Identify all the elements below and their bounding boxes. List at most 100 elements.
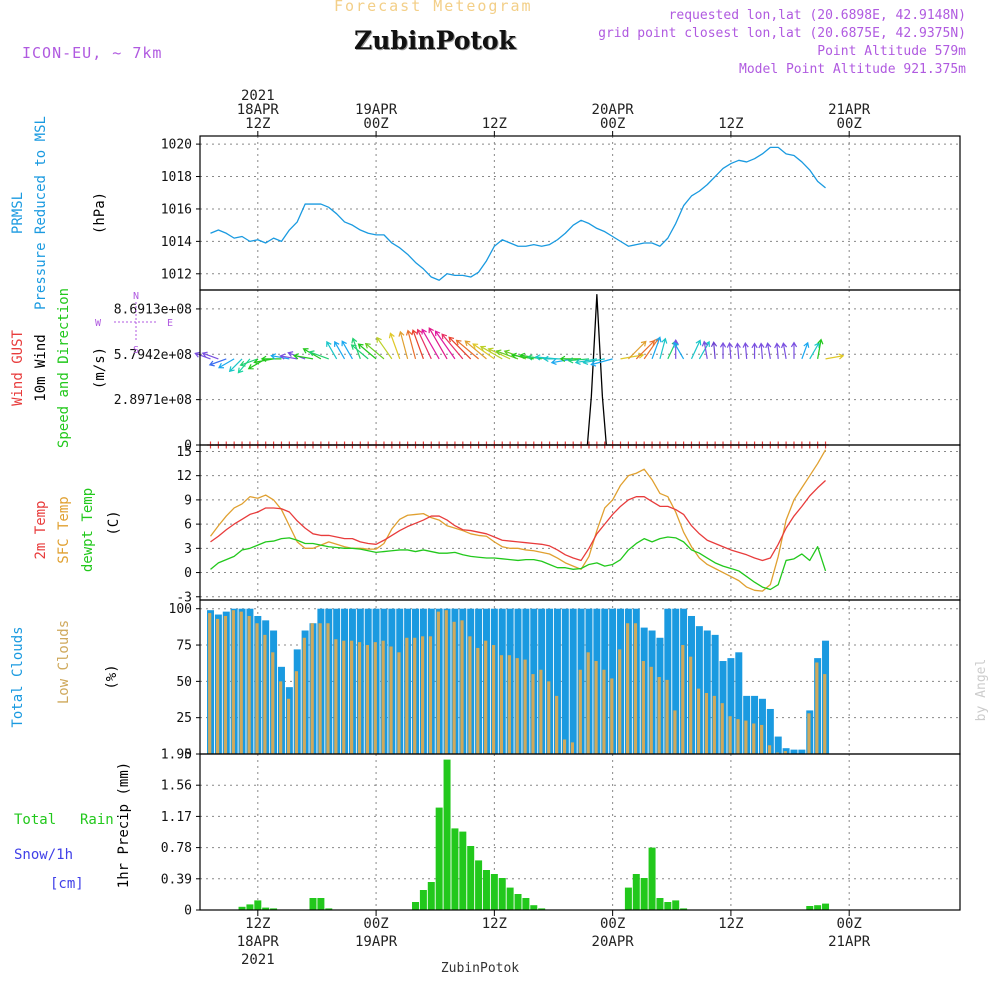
low-cloud-bar (736, 719, 740, 754)
clouds-y-tick-label: 25 (176, 711, 192, 726)
low-cloud-bar (775, 752, 780, 754)
wind-y-tick-label: 0 (184, 439, 192, 454)
wind-arrow (421, 328, 440, 360)
low-cloud-bar (594, 661, 598, 754)
total-cloud-bar (703, 630, 711, 754)
temp-sfc-line (209, 449, 827, 592)
total-cloud-bar (735, 652, 743, 754)
rain-bar (632, 874, 640, 910)
total-cloud-bar (774, 736, 782, 754)
low-cloud-bar (602, 669, 606, 754)
compass-cross (114, 302, 158, 342)
rain-bar (506, 887, 514, 910)
low-cloud-bar (491, 645, 496, 754)
temp-y-tick-label: -3 (176, 590, 192, 605)
wind-arrow (405, 329, 417, 360)
rain-bar (514, 894, 522, 910)
pressure-y-tick-label: 1020 (161, 138, 192, 153)
temp-panel-frame (199, 444, 961, 601)
cloud-bars (207, 608, 830, 754)
bottom-time-label: 00Z (363, 916, 388, 932)
rain-bar (822, 903, 830, 910)
low-cloud-bar (436, 611, 440, 754)
rain-bar (443, 759, 451, 910)
top-time-label: 00Z (600, 116, 625, 132)
low-cloud-bar (712, 695, 716, 754)
bottom-time-label: 18APR (237, 934, 280, 950)
wind-arrow (398, 330, 409, 360)
low-cloud-bar (578, 669, 582, 754)
wind-label-10m: 10m Wind (33, 334, 49, 401)
wind-arrow (428, 327, 448, 360)
clouds-label-total: Total Clouds (10, 626, 26, 727)
low-cloud-bar (326, 623, 330, 754)
total-cloud-bar (727, 658, 735, 754)
low-cloud-bar (271, 652, 275, 754)
wind-label-gust: Wind GUST (10, 330, 26, 406)
rain-bar (624, 887, 632, 910)
low-cloud-bar (696, 688, 701, 754)
pressure-label-prmsl: PRMSL (10, 192, 26, 234)
pressure-y-tick-label: 1014 (161, 235, 192, 250)
temp-y-tick-label: 15 (176, 445, 192, 460)
rain-bar (648, 847, 656, 910)
bottom-time-label: 12Z (245, 916, 270, 932)
total-cloud-bar (711, 634, 719, 754)
wind-arrow (416, 328, 432, 360)
clouds-y-tick-label: 50 (176, 675, 192, 690)
rain-bar (309, 898, 317, 910)
precip-label-total: Total (14, 812, 56, 828)
wind-arrow (341, 340, 353, 360)
wind-arrow (790, 341, 798, 359)
low-cloud-bar (342, 640, 346, 754)
wind-arrow (218, 358, 235, 369)
total-cloud-bar (790, 749, 798, 754)
clouds-label-low: Low Clouds (56, 620, 72, 704)
wind-arrow (809, 342, 820, 360)
wind-arrow (710, 341, 718, 359)
rain-bar (680, 908, 688, 910)
low-cloud-bar (689, 656, 693, 754)
temp-y-axis: -3 0 3 6 9 12 15 (176, 445, 960, 605)
low-cloud-bar (539, 669, 543, 754)
wind-arrow (627, 340, 647, 360)
top-time-label: 12Z (482, 116, 507, 132)
top-time-label: 12Z (718, 116, 743, 132)
rain-bar (317, 898, 325, 910)
low-cloud-bar (673, 710, 677, 754)
temp-label-sfc: SFC Temp (56, 496, 72, 563)
precip-y-tick-label: 1.17 (161, 810, 192, 825)
wind-arrow (279, 353, 298, 360)
compass-n: N (133, 291, 139, 302)
wind-arrow (434, 330, 456, 360)
rain-bar (475, 860, 483, 910)
pressure-unit-label: (hPa) (92, 192, 108, 234)
low-cloud-bar (357, 642, 362, 754)
pressure-y-tick-label: 1012 (161, 267, 192, 282)
wind-arrow (758, 342, 765, 359)
point-altitude: Point Altitude 579m (817, 44, 966, 59)
low-cloud-bar (373, 642, 377, 754)
wind-arrow (201, 351, 219, 360)
low-cloud-bar (815, 662, 819, 754)
low-cloud-bar (823, 674, 827, 754)
chart-subtitle: Forecast Meteogram (334, 0, 533, 15)
low-cloud-bar (767, 745, 772, 754)
wind-arrow (464, 340, 487, 360)
low-cloud-bar (428, 636, 433, 754)
total-cloud-bar (561, 608, 569, 754)
compass-rose: N S E W (95, 291, 173, 356)
precip-y-axis: 0 0.39 0.78 1.17 1.56 1.95 (161, 748, 960, 919)
low-cloud-bar (286, 698, 291, 754)
rain-bar (459, 831, 467, 910)
wind-arrow (780, 342, 788, 359)
low-cloud-bar (239, 611, 243, 754)
low-cloud-bar (405, 637, 409, 754)
panel-frames (199, 135, 961, 911)
rain-bar (435, 807, 443, 910)
wind-arrow (651, 336, 662, 360)
clouds-y-tick-label: 75 (176, 639, 192, 654)
pressure-line (210, 146, 826, 281)
pressure-y-axis: 1012 1014 1016 1018 1020 (161, 138, 960, 282)
precip-y-tick-label: 1.95 (161, 748, 192, 763)
